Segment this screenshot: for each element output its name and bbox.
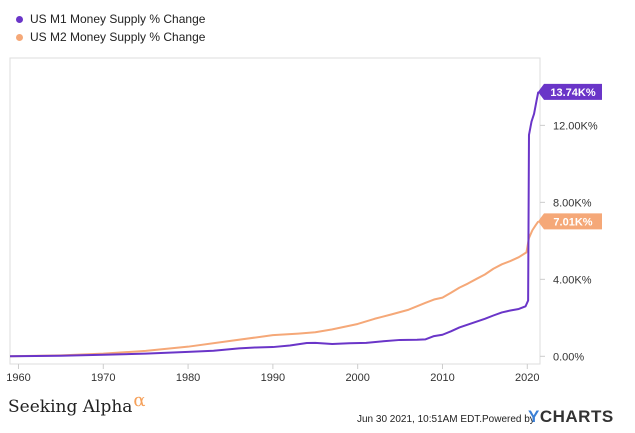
ycharts-wordmark: CHARTS	[539, 407, 614, 426]
x-tick-label-6: 2020	[515, 372, 539, 384]
plot-frame	[9, 57, 541, 365]
legend-item-m2[interactable]: US M2 Money Supply % Change	[16, 28, 205, 46]
end-value-flag-m2	[538, 213, 602, 230]
x-tick-label-0: 1960	[6, 372, 30, 384]
end-value-label-m2: 7.01K%	[553, 216, 592, 228]
brand-text: Seeking Alpha	[8, 397, 133, 417]
legend-swatch-m1	[16, 15, 23, 23]
x-tick-label-4: 2000	[345, 372, 369, 384]
legend-label-m1: US M1 Money Supply % Change	[30, 12, 206, 26]
ycharts-logo: YCHARTS	[528, 407, 614, 427]
powered-by-label: Powered by	[482, 414, 535, 425]
series-line-m1[interactable]	[9, 91, 540, 358]
x-tick-label-3: 1990	[261, 372, 285, 384]
x-tick-label-5: 2010	[430, 372, 454, 384]
legend-swatch-m2	[16, 33, 23, 41]
chart-legend: US M1 Money Supply % Change US M2 Money …	[16, 10, 205, 46]
seeking-alpha-logo: Seeking Alphaα	[8, 390, 146, 417]
timestamp: Jun 30 2021, 10:51AM EDT.	[357, 414, 483, 425]
ycharts-y-mark: Y	[528, 407, 540, 426]
y-tick-label-3: 12.00K%	[553, 120, 598, 132]
legend-label-m2: US M2 Money Supply % Change	[30, 30, 206, 44]
y-tick-label-1: 4.00K%	[553, 274, 592, 286]
end-value-label-m1: 13.74K%	[550, 87, 595, 99]
x-tick-label-2: 1980	[176, 372, 200, 384]
series-line-m2[interactable]	[9, 220, 540, 358]
end-value-flag-m1	[538, 83, 602, 100]
y-tick-label-2: 8.00K%	[553, 197, 592, 209]
y-tick-label-0: 0.00%	[553, 351, 584, 363]
x-tick-label-1: 1970	[91, 372, 115, 384]
legend-item-m1[interactable]: US M1 Money Supply % Change	[16, 10, 205, 28]
alpha-icon: α	[133, 390, 146, 411]
